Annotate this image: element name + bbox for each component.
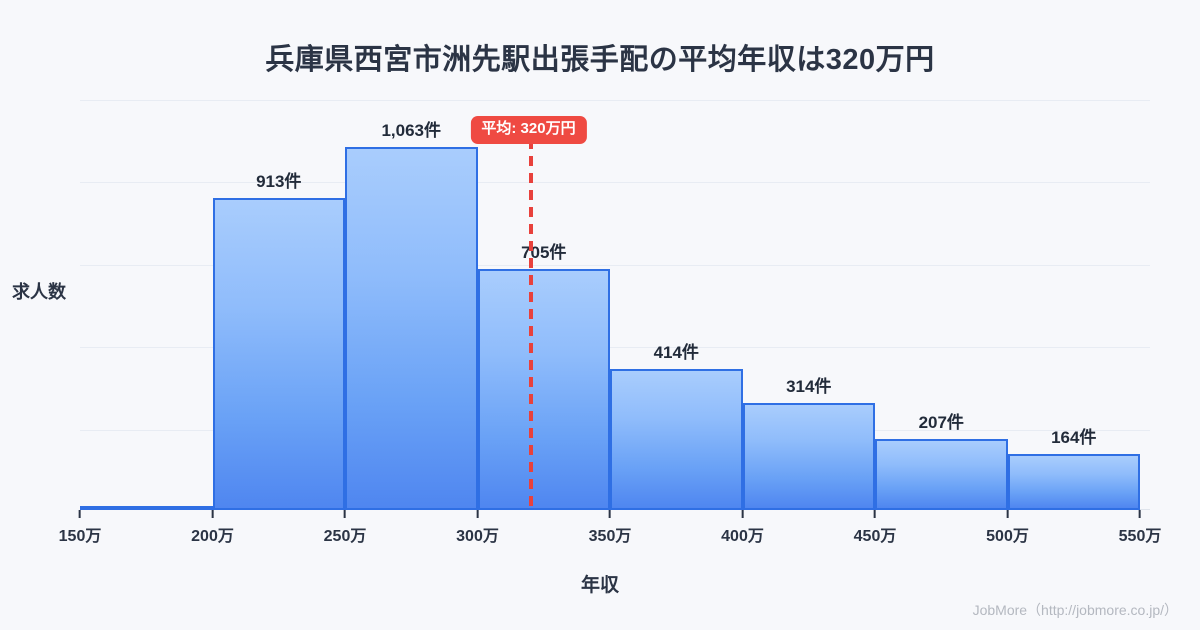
bar-rect bbox=[345, 146, 478, 510]
tick-label: 400万 bbox=[721, 528, 764, 545]
x-axis-title: 年収 bbox=[580, 575, 619, 596]
x-tick-200万: 200万 bbox=[191, 510, 234, 546]
tick-label: 500万 bbox=[986, 528, 1029, 545]
x-axis-ticks: 150万 200万 250万 300万 350万 400万 450万 500万 550万 bbox=[59, 510, 1161, 546]
bar-rect bbox=[875, 439, 1008, 510]
gridline bbox=[80, 182, 1150, 183]
plot-area: 913件 1,063件 705件 414件 314件 207件 164件 平均: 320万円 bbox=[80, 100, 1150, 510]
bar-value-label: 1,063件 bbox=[381, 120, 442, 140]
x-tick-550万: 550万 bbox=[1118, 510, 1162, 546]
tick-mark bbox=[873, 510, 876, 518]
chart-title: 兵庫県西宮市洲先駅出張手配の平均年収は320万円 bbox=[265, 44, 935, 76]
x-tick-300万: 300万 bbox=[456, 510, 499, 546]
tick-label: 200万 bbox=[191, 528, 234, 545]
gridline bbox=[80, 100, 1150, 101]
x-tick-400万: 400万 bbox=[721, 510, 764, 546]
x-tick-450万: 450万 bbox=[853, 510, 897, 546]
gridline bbox=[80, 347, 1150, 348]
tick-mark bbox=[608, 510, 611, 518]
bar-value-label: 164件 bbox=[1051, 427, 1097, 447]
tick-label: 350万 bbox=[588, 528, 632, 545]
bar-series: 913件 1,063件 705件 414件 314件 207件 164件 bbox=[80, 100, 1140, 510]
y-axis-title: 求人数 bbox=[12, 282, 66, 302]
bar-rect bbox=[477, 269, 610, 510]
bar-rect bbox=[610, 368, 743, 510]
tick-label: 450万 bbox=[853, 528, 897, 545]
tick-label: 300万 bbox=[456, 528, 499, 545]
tick-label: 550万 bbox=[1118, 528, 1162, 545]
bar-rect bbox=[212, 198, 345, 510]
x-tick-250万: 250万 bbox=[323, 510, 367, 546]
x-tick-500万: 500万 bbox=[986, 510, 1029, 546]
tick-label: 150万 bbox=[58, 528, 102, 545]
bar-value-label: 913件 bbox=[256, 172, 302, 192]
tick-mark bbox=[78, 510, 81, 518]
footer-credit: JobMore（http://jobmore.co.jp/） bbox=[972, 602, 1178, 618]
tick-mark bbox=[1006, 510, 1009, 518]
bar-rect bbox=[1007, 453, 1140, 510]
average-badge: 平均: 320万円 bbox=[470, 116, 587, 144]
x-tick-350万: 350万 bbox=[588, 510, 632, 546]
bar-value-label: 705件 bbox=[521, 243, 567, 263]
tick-label: 250万 bbox=[323, 528, 367, 545]
tick-mark bbox=[1138, 510, 1141, 518]
bar-rect bbox=[742, 402, 875, 510]
bar-value-label: 314件 bbox=[786, 376, 832, 396]
x-tick-150万: 150万 bbox=[58, 510, 102, 546]
tick-mark bbox=[343, 510, 346, 518]
tick-mark bbox=[476, 510, 479, 518]
bar-value-label: 207件 bbox=[918, 413, 964, 433]
tick-mark bbox=[211, 510, 214, 518]
bar-value-label: 414件 bbox=[653, 342, 699, 362]
gridline bbox=[80, 265, 1150, 266]
average-line: 平均: 320万円 bbox=[470, 116, 587, 510]
bar-rect bbox=[80, 506, 213, 510]
tick-mark bbox=[741, 510, 744, 518]
